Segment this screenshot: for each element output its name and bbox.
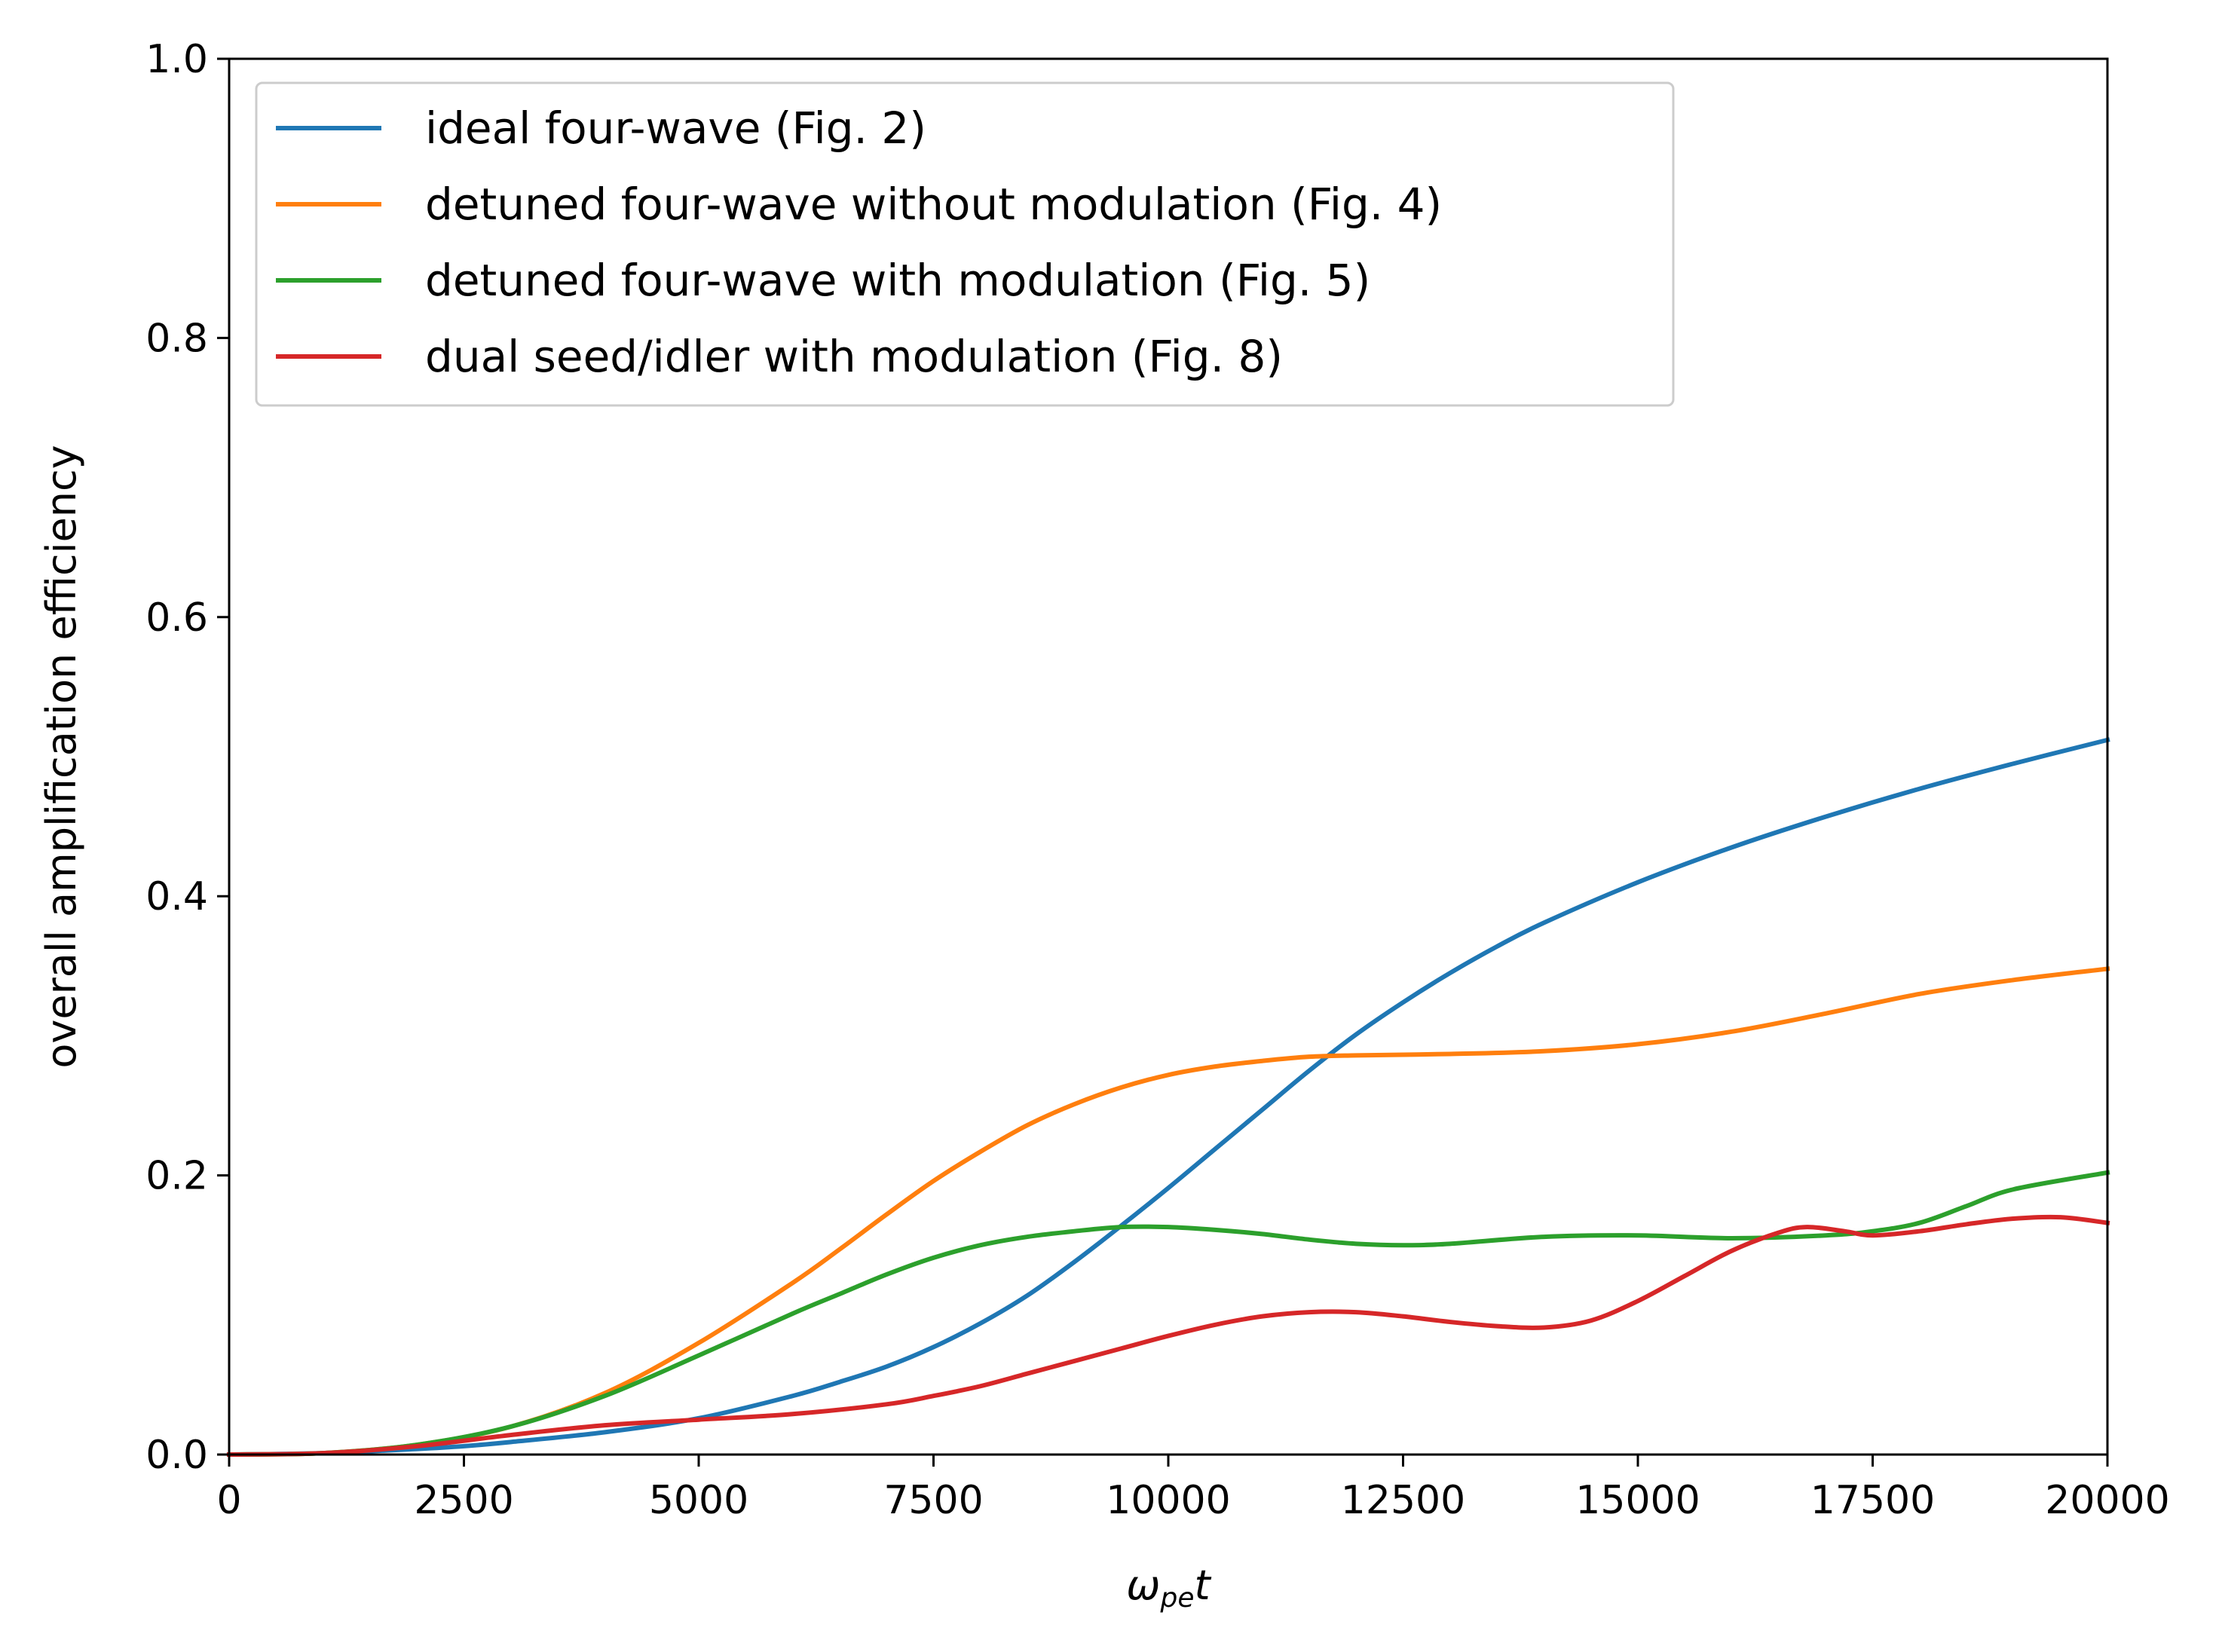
series-line-3 xyxy=(226,1170,2110,1458)
legend-label-4: dual seed/idler with modulation (Fig. 8) xyxy=(425,331,1283,382)
x-tick-label: 10000 xyxy=(1106,1478,1230,1523)
x-axis-label: ωpet xyxy=(1126,1562,1211,1614)
x-tick-label: 17500 xyxy=(1810,1478,1935,1523)
legend-box xyxy=(255,81,1675,407)
y-tick-label: 0.2 xyxy=(145,1154,208,1199)
x-tick-label: 7500 xyxy=(883,1478,983,1523)
x-tick-label: 15000 xyxy=(1575,1478,1700,1523)
x-tick-label: 2500 xyxy=(414,1478,513,1523)
legend: ideal four-wave (Fig. 2) detuned four-wav… xyxy=(255,81,1675,407)
x-tick-label: 5000 xyxy=(649,1478,748,1523)
plot-frame xyxy=(228,57,2109,1456)
y-tick-label: 1.0 xyxy=(145,37,208,82)
y-axis-label: overall amplification efficiency xyxy=(38,445,85,1068)
x-tick-label: 20000 xyxy=(2045,1478,2169,1523)
series-line-1 xyxy=(226,737,2110,1458)
legend-label-3: detuned four-wave with modulation (Fig. … xyxy=(425,255,1370,306)
x-tick-label: 12500 xyxy=(1341,1478,1465,1523)
y-axis: 0.0 0.2 0.4 0.6 0.8 1.0 xyxy=(145,37,229,1478)
y-tick-label: 0.6 xyxy=(145,595,208,641)
x-axis: 0 2500 5000 7500 10000 12500 15000 17500 20000 xyxy=(216,1455,2170,1523)
y-tick-label: 0.8 xyxy=(145,316,208,361)
x-tick-label: 0 xyxy=(216,1478,241,1523)
legend-label-2: detuned four-wave without modulation (Fi… xyxy=(425,179,1442,230)
series-layer xyxy=(226,737,2110,1458)
series-line-4 xyxy=(226,1214,2110,1458)
y-tick-label: 0.0 xyxy=(145,1433,208,1478)
y-tick-label: 0.4 xyxy=(145,874,208,919)
legend-label-1: ideal four-wave (Fig. 2) xyxy=(425,102,926,154)
